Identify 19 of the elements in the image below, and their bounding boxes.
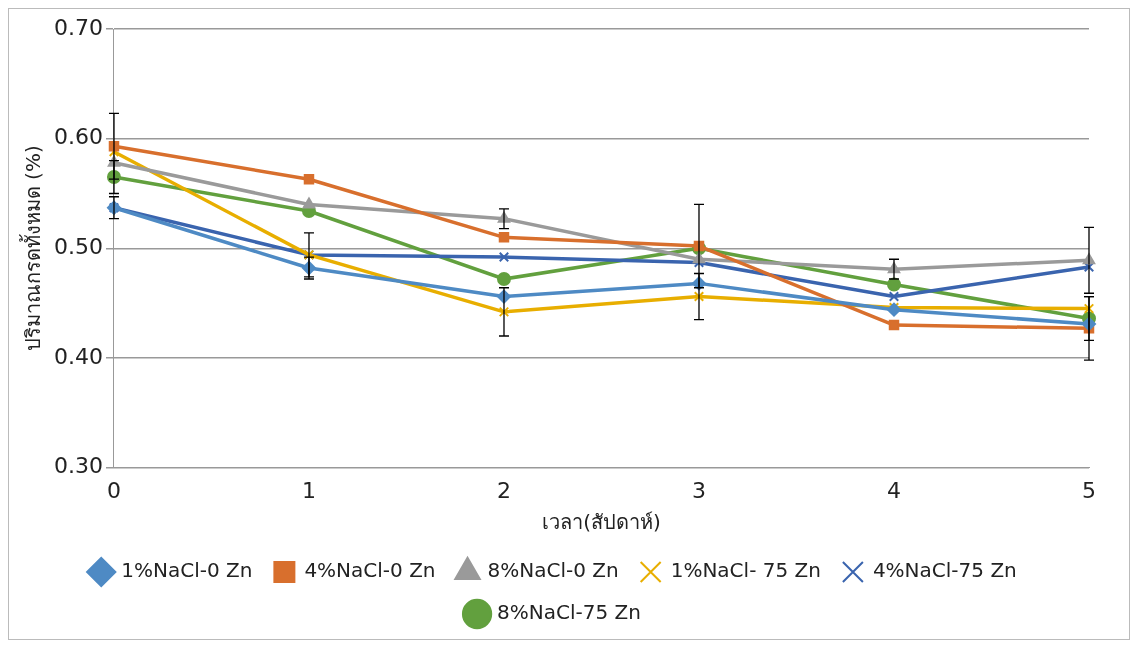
x-tick-label: 0 [106,477,121,503]
x-tick-label: 1 [301,477,316,503]
legend-label: 4%NaCl-0 Zn [304,558,436,583]
legend-label: 8%NaCl-75 Zn [497,600,641,625]
legend-label: 4%NaCl-75 Zn [872,558,1017,583]
y-tick-label: 0.60 [54,124,103,150]
x-tick-label: 3 [691,477,706,503]
legend-label: 8%NaCl-0 Zn [487,558,619,583]
y-tick-label: 0.30 [54,453,103,479]
x-axis-title: เวลา(สัปดาห์) [542,510,661,535]
y-axis-title: ปริมาณกรดทั้งหมด (%) [19,145,46,352]
y-tick-label: 0.50 [54,234,103,260]
x-tick-label: 4 [887,477,901,503]
legend-label: 1%NaCl- 75 Zn [670,558,821,583]
x-tick-label: 2 [496,477,511,503]
y-tick-label: 0.40 [54,343,103,369]
legend-label: 1%NaCl-0 Zn [121,558,253,583]
x-tick-label: 5 [1082,477,1096,503]
y-tick-label: 0.70 [54,14,103,40]
